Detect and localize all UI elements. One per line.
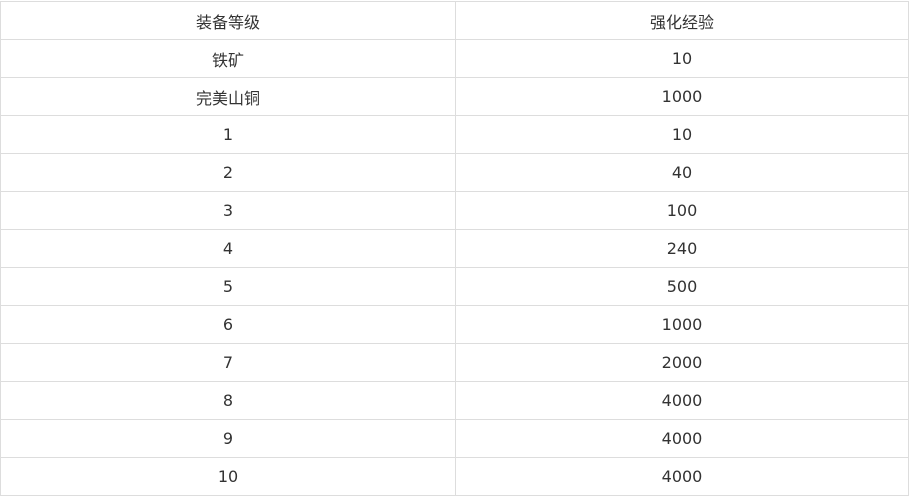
table-row: 7 2000: [0, 343, 909, 382]
table-header-row: 装备等级 强化经验: [0, 1, 909, 40]
enhancement-exp-cell: 100: [455, 191, 909, 230]
enhancement-exp-cell: 1000: [455, 305, 909, 344]
equipment-level-cell: 4: [0, 229, 456, 268]
table-row: 6 1000: [0, 305, 909, 344]
table-row: 5 500: [0, 267, 909, 306]
enhancement-exp-cell: 500: [455, 267, 909, 306]
header-equipment-level: 装备等级: [0, 1, 456, 40]
equipment-level-cell: 8: [0, 381, 456, 420]
header-enhancement-exp: 强化经验: [455, 1, 909, 40]
table-row: 10 4000: [0, 457, 909, 496]
equipment-level-cell: 1: [0, 115, 456, 154]
enhancement-exp-cell: 40: [455, 153, 909, 192]
table-row: 铁矿 10: [0, 39, 909, 78]
table-row: 8 4000: [0, 381, 909, 420]
enhancement-exp-cell: 4000: [455, 457, 909, 496]
equipment-level-cell: 6: [0, 305, 456, 344]
table-row: 2 40: [0, 153, 909, 192]
equipment-level-cell: 9: [0, 419, 456, 458]
table-row: 3 100: [0, 191, 909, 230]
table-row: 9 4000: [0, 419, 909, 458]
equipment-level-cell: 2: [0, 153, 456, 192]
equipment-level-cell: 3: [0, 191, 456, 230]
equipment-level-cell: 5: [0, 267, 456, 306]
equipment-level-cell: 10: [0, 457, 456, 496]
enhancement-exp-cell: 2000: [455, 343, 909, 382]
equipment-level-cell: 铁矿: [0, 39, 456, 78]
enhancement-exp-cell: 240: [455, 229, 909, 268]
equipment-level-cell: 7: [0, 343, 456, 382]
enhancement-exp-cell: 10: [455, 115, 909, 154]
enhancement-exp-cell: 10: [455, 39, 909, 78]
table-row: 1 10: [0, 115, 909, 154]
table-row: 完美山铜 1000: [0, 77, 909, 116]
table-row: 4 240: [0, 229, 909, 268]
enhancement-exp-cell: 4000: [455, 419, 909, 458]
equipment-level-cell: 完美山铜: [0, 77, 456, 116]
enhancement-exp-cell: 4000: [455, 381, 909, 420]
enhancement-exp-cell: 1000: [455, 77, 909, 116]
